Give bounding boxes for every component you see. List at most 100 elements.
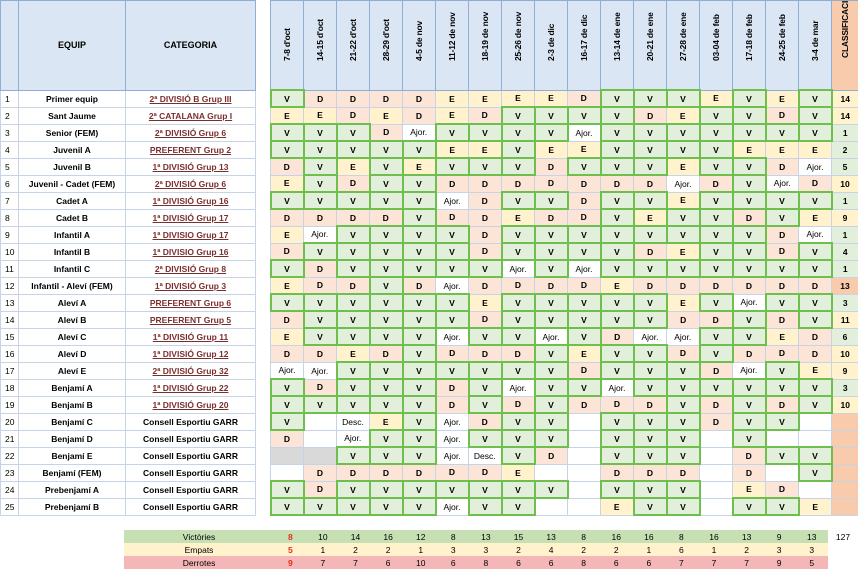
result-cell: V — [698, 344, 734, 363]
result-cell: V — [335, 497, 371, 516]
category-link[interactable]: PREFERENT Grup 6 — [125, 293, 256, 312]
empats-count: 2 — [502, 543, 535, 556]
date-header: 27-28 de ene — [666, 0, 700, 91]
result-cell: D — [303, 344, 337, 363]
category-link[interactable]: 2ª DIVISIÓ Grup 6 — [125, 174, 256, 193]
derrotes-count: 9 — [274, 556, 307, 569]
team-name: Juvenil - Cadet (FEM) — [18, 174, 126, 193]
result-cell: Ajor. — [600, 378, 634, 397]
result-cell: V — [533, 106, 569, 125]
result-cell: V — [269, 191, 305, 210]
result-cell: V — [632, 310, 668, 329]
spacer — [255, 175, 271, 192]
result-cell — [534, 497, 568, 516]
category-link[interactable]: 1ª DIVISIÓ Grup 13 — [125, 157, 256, 176]
result-cell: Ajor. — [435, 276, 469, 295]
result-cell: V — [500, 140, 536, 159]
row-number: 22 — [0, 446, 19, 465]
result-cell: V — [698, 225, 734, 244]
result-cell: V — [632, 293, 668, 312]
category-link[interactable]: PREFERENT Grup 5 — [125, 310, 256, 329]
result-cell: V — [368, 276, 404, 295]
classification-cell: 1 — [831, 191, 858, 210]
result-cell: E — [369, 412, 403, 431]
victories-count: 16 — [371, 530, 405, 543]
result-cell: V — [500, 310, 536, 329]
result-cell: Ajor. — [435, 429, 469, 448]
result-cell: V — [401, 361, 437, 380]
result-cell: Ajor. — [435, 497, 469, 516]
classification-cell: 14 — [831, 89, 858, 108]
result-cell: D — [468, 242, 502, 261]
category-link[interactable]: 2ª DIVISIÓ Grup 6 — [125, 123, 256, 142]
result-cell: V — [533, 378, 569, 397]
result-cell: V — [500, 123, 536, 142]
category-link[interactable]: 1ª DIVISIÓ Grup 3 — [125, 276, 256, 295]
result-cell: Ajor. — [534, 327, 568, 346]
category-link[interactable]: 1ª DIVISIÓ Grup 11 — [125, 327, 256, 346]
result-cell: D — [303, 259, 337, 278]
result-cell: E — [402, 157, 436, 176]
category-link[interactable]: 1ª DIVISIO Grup 16 — [125, 242, 256, 261]
category-link[interactable]: 1ª DIVISIÓ Grup 20 — [125, 395, 256, 414]
result-cell: V — [335, 293, 371, 312]
result-cell — [303, 446, 337, 465]
result-cell: Ajor. — [435, 327, 469, 346]
result-cell: E — [699, 89, 733, 108]
victories-count: 15 — [502, 530, 535, 543]
result-cell: V — [434, 225, 470, 244]
category-link[interactable]: 2ª CATALANA Grup I — [125, 106, 256, 125]
result-cell: V — [731, 327, 767, 346]
empats-count: 1 — [632, 543, 666, 556]
category-link[interactable]: 1ª DIVISIÓ Grup 12 — [125, 344, 256, 363]
result-cell: D — [468, 412, 502, 431]
empats-count: 2 — [599, 543, 633, 556]
category-link[interactable]: 2ª DIVISIÓ B Grup III — [125, 89, 256, 108]
result-cell: Ajor. — [435, 412, 469, 431]
equip-header: EQUIP — [18, 0, 126, 91]
result-cell: V — [665, 395, 701, 414]
result-cell: E — [798, 497, 832, 516]
category-link[interactable]: 1ª DIVISIÓ Grup 16 — [125, 191, 256, 210]
category-link[interactable]: 2ª DIVISIÓ Grup 32 — [125, 361, 256, 380]
result-cell: E — [468, 293, 502, 312]
result-cell: V — [731, 106, 767, 125]
date-header: 03-04 de feb — [699, 0, 733, 91]
result-cell: V — [797, 463, 833, 482]
result-cell: D — [435, 174, 469, 193]
team-name: Cadet A — [18, 191, 126, 210]
category-link[interactable]: PREFERENT Grup 2 — [125, 140, 256, 159]
category-link[interactable]: 1ª DIVISIO Grup 17 — [125, 225, 256, 244]
team-row: 6 Juvenil - Cadet (FEM) 2ª DIVISIÓ Grup 6 E… — [0, 174, 858, 193]
result-cell: D — [336, 89, 370, 108]
result-cell: V — [335, 140, 371, 159]
result-cell: V — [335, 480, 371, 499]
result-cell: D — [303, 89, 337, 108]
empats-count: 1 — [404, 543, 438, 556]
result-cell: V — [269, 89, 305, 108]
result-cell: V — [269, 259, 305, 278]
result-cell: D — [303, 208, 337, 227]
result-cell: V — [731, 378, 767, 397]
result-cell: V — [533, 259, 569, 278]
result-cell: V — [599, 412, 635, 431]
date-header: 2-3 de dic — [534, 0, 568, 91]
result-cell: D — [798, 174, 832, 193]
result-cell: V — [797, 378, 833, 397]
spacer — [828, 543, 858, 556]
result-cell: V — [401, 344, 437, 363]
result-cell: D — [699, 395, 733, 414]
date-header: 7-8 d'oct — [270, 0, 304, 91]
category-link[interactable]: 2ª DIVISIÓ Grup 8 — [125, 259, 256, 278]
result-cell: V — [368, 480, 404, 499]
category-link[interactable]: 1ª DIVISIÓ Grup 22 — [125, 378, 256, 397]
result-cell: D — [501, 276, 535, 295]
result-cell: D — [633, 106, 667, 125]
category-link[interactable]: 1ª DIVISIÓ Grup 17 — [125, 208, 256, 227]
result-cell: V — [500, 327, 536, 346]
result-cell: V — [731, 89, 767, 108]
row-number: 4 — [0, 140, 19, 159]
team-row: 16 Aleví D 1ª DIVISIÓ Grup 12 D D E D V D D D V E V V D… — [0, 344, 858, 363]
result-cell: V — [731, 174, 767, 193]
result-cell: D — [468, 310, 502, 329]
